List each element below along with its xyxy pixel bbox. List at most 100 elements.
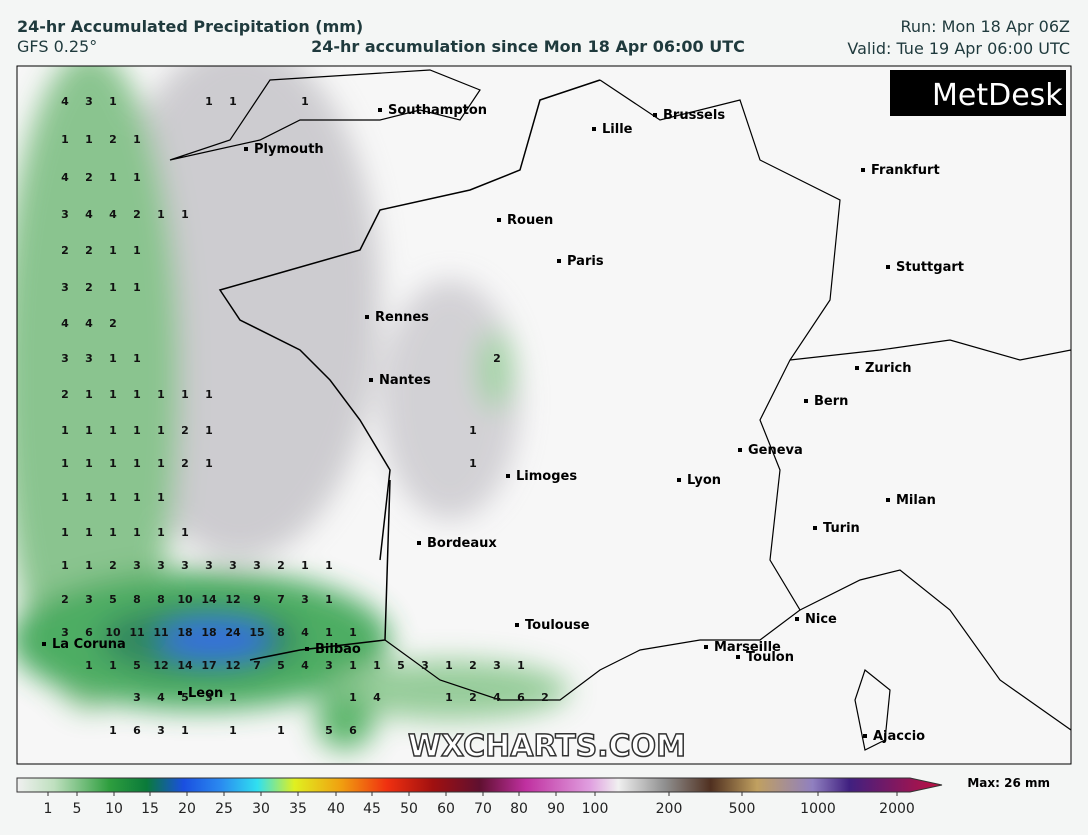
precip-label: 2: [133, 208, 141, 221]
city-marker: [417, 541, 421, 545]
precip-label: 2: [85, 281, 93, 294]
precip-label: 2: [469, 659, 477, 672]
city-label: Nantes: [379, 373, 431, 388]
model: GFS 0.25°: [17, 37, 97, 56]
city-label: Limoges: [516, 469, 577, 484]
precip-label: 1: [133, 244, 141, 257]
precip-label: 1: [61, 559, 69, 572]
city-label: Lille: [602, 122, 633, 137]
colorbar-tick-label: 200: [656, 801, 683, 817]
colorbar-tick-label: 30: [252, 801, 270, 817]
precip-label: 1: [445, 691, 453, 704]
precip-label: 14: [201, 593, 217, 606]
precip-label: 4: [157, 691, 165, 704]
precip-label: 1: [61, 457, 69, 470]
watermark: WXCHARTS.COM: [408, 729, 686, 764]
city-label: Nice: [805, 612, 837, 627]
precip-label: 1: [181, 526, 189, 539]
precip-label: 10: [105, 626, 121, 639]
city-marker: [178, 691, 182, 695]
precip-label: 2: [181, 424, 189, 437]
precip-label: 1: [109, 457, 117, 470]
precip-label: 1: [469, 457, 477, 470]
precip-label: 2: [61, 244, 69, 257]
colorbar-tick-label: 35: [289, 801, 307, 817]
precip-label: 18: [177, 626, 192, 639]
precip-label: 1: [109, 244, 117, 257]
precip-label: 1: [157, 491, 165, 504]
precip-label: 7: [253, 659, 261, 672]
precip-label: 1: [517, 659, 525, 672]
precip-label: 1: [157, 526, 165, 539]
colorbar-tick-label: 15: [141, 801, 159, 817]
logo: MetDesk: [932, 78, 1063, 113]
precip-label: 1: [85, 491, 93, 504]
city-label: Plymouth: [254, 142, 324, 157]
precip-label: 3: [205, 559, 213, 572]
precip-label: 3: [157, 559, 165, 572]
precip-label: 1: [133, 171, 141, 184]
precip-label: 1: [85, 659, 93, 672]
precip-label: 1: [61, 133, 69, 146]
precip-label: 14: [177, 659, 193, 672]
precip-label: 1: [109, 724, 117, 737]
precip-label: 3: [133, 559, 141, 572]
precip-label: 2: [109, 559, 117, 572]
precip-label: 3: [229, 559, 237, 572]
colorbar-tick-label: 50: [400, 801, 418, 817]
precip-label: 2: [469, 691, 477, 704]
city-label: Milan: [896, 493, 936, 508]
precip-label: 8: [277, 626, 285, 639]
city-marker: [365, 315, 369, 319]
city-marker: [736, 655, 740, 659]
precip-label: 1: [61, 424, 69, 437]
city-label: Ajaccio: [873, 729, 925, 744]
city-marker: [863, 734, 867, 738]
colorbar-tick-label: 80: [510, 801, 528, 817]
colorbar-tick-label: 40: [327, 801, 345, 817]
precip-label: 4: [301, 626, 309, 639]
precip-label: 1: [157, 457, 165, 470]
precip-label: 1: [325, 559, 333, 572]
precip-label: 12: [153, 659, 168, 672]
precip-label: 17: [201, 659, 216, 672]
city-marker: [804, 399, 808, 403]
colorbar-tick-label: 1: [44, 801, 53, 817]
precip-label: 12: [225, 593, 240, 606]
precip-label: 2: [85, 244, 93, 257]
city-label: Stuttgart: [896, 260, 964, 275]
precip-label: 11: [129, 626, 144, 639]
colorbar-tick-label: 70: [474, 801, 492, 817]
city-marker: [653, 113, 657, 117]
city-marker: [886, 265, 890, 269]
city-marker: [861, 168, 865, 172]
city-marker: [704, 645, 708, 649]
precip-label: 1: [133, 491, 141, 504]
precip-label: 3: [85, 352, 93, 365]
precip-label: 1: [133, 352, 141, 365]
city-marker: [497, 218, 501, 222]
precip-label: 2: [61, 593, 69, 606]
city-marker: [244, 147, 248, 151]
colorbar-tick-label: 25: [215, 801, 233, 817]
city-label: Marseille: [714, 640, 781, 655]
map-frame: [16, 65, 1072, 765]
city-marker: [42, 642, 46, 646]
precip-label: 1: [205, 424, 213, 437]
precip-label: 3: [493, 659, 501, 672]
precip-label: 1: [349, 691, 357, 704]
precip-label: 4: [109, 208, 117, 221]
precip-label: 5: [181, 691, 189, 704]
precip-label: 5: [325, 724, 333, 737]
precip-label: 5: [133, 659, 141, 672]
precip-label: 1: [85, 133, 93, 146]
city-marker: [305, 647, 309, 651]
colorbar-tick-label: 2000: [879, 801, 915, 817]
precip-label: 1: [277, 724, 285, 737]
colorbar-max: Max: 26 mm: [967, 776, 1050, 790]
city-label: Bilbao: [315, 642, 361, 657]
precip-label: 3: [325, 659, 333, 672]
city-label: Bordeaux: [427, 536, 497, 551]
precip-label: 1: [133, 457, 141, 470]
precip-label: 1: [157, 208, 165, 221]
